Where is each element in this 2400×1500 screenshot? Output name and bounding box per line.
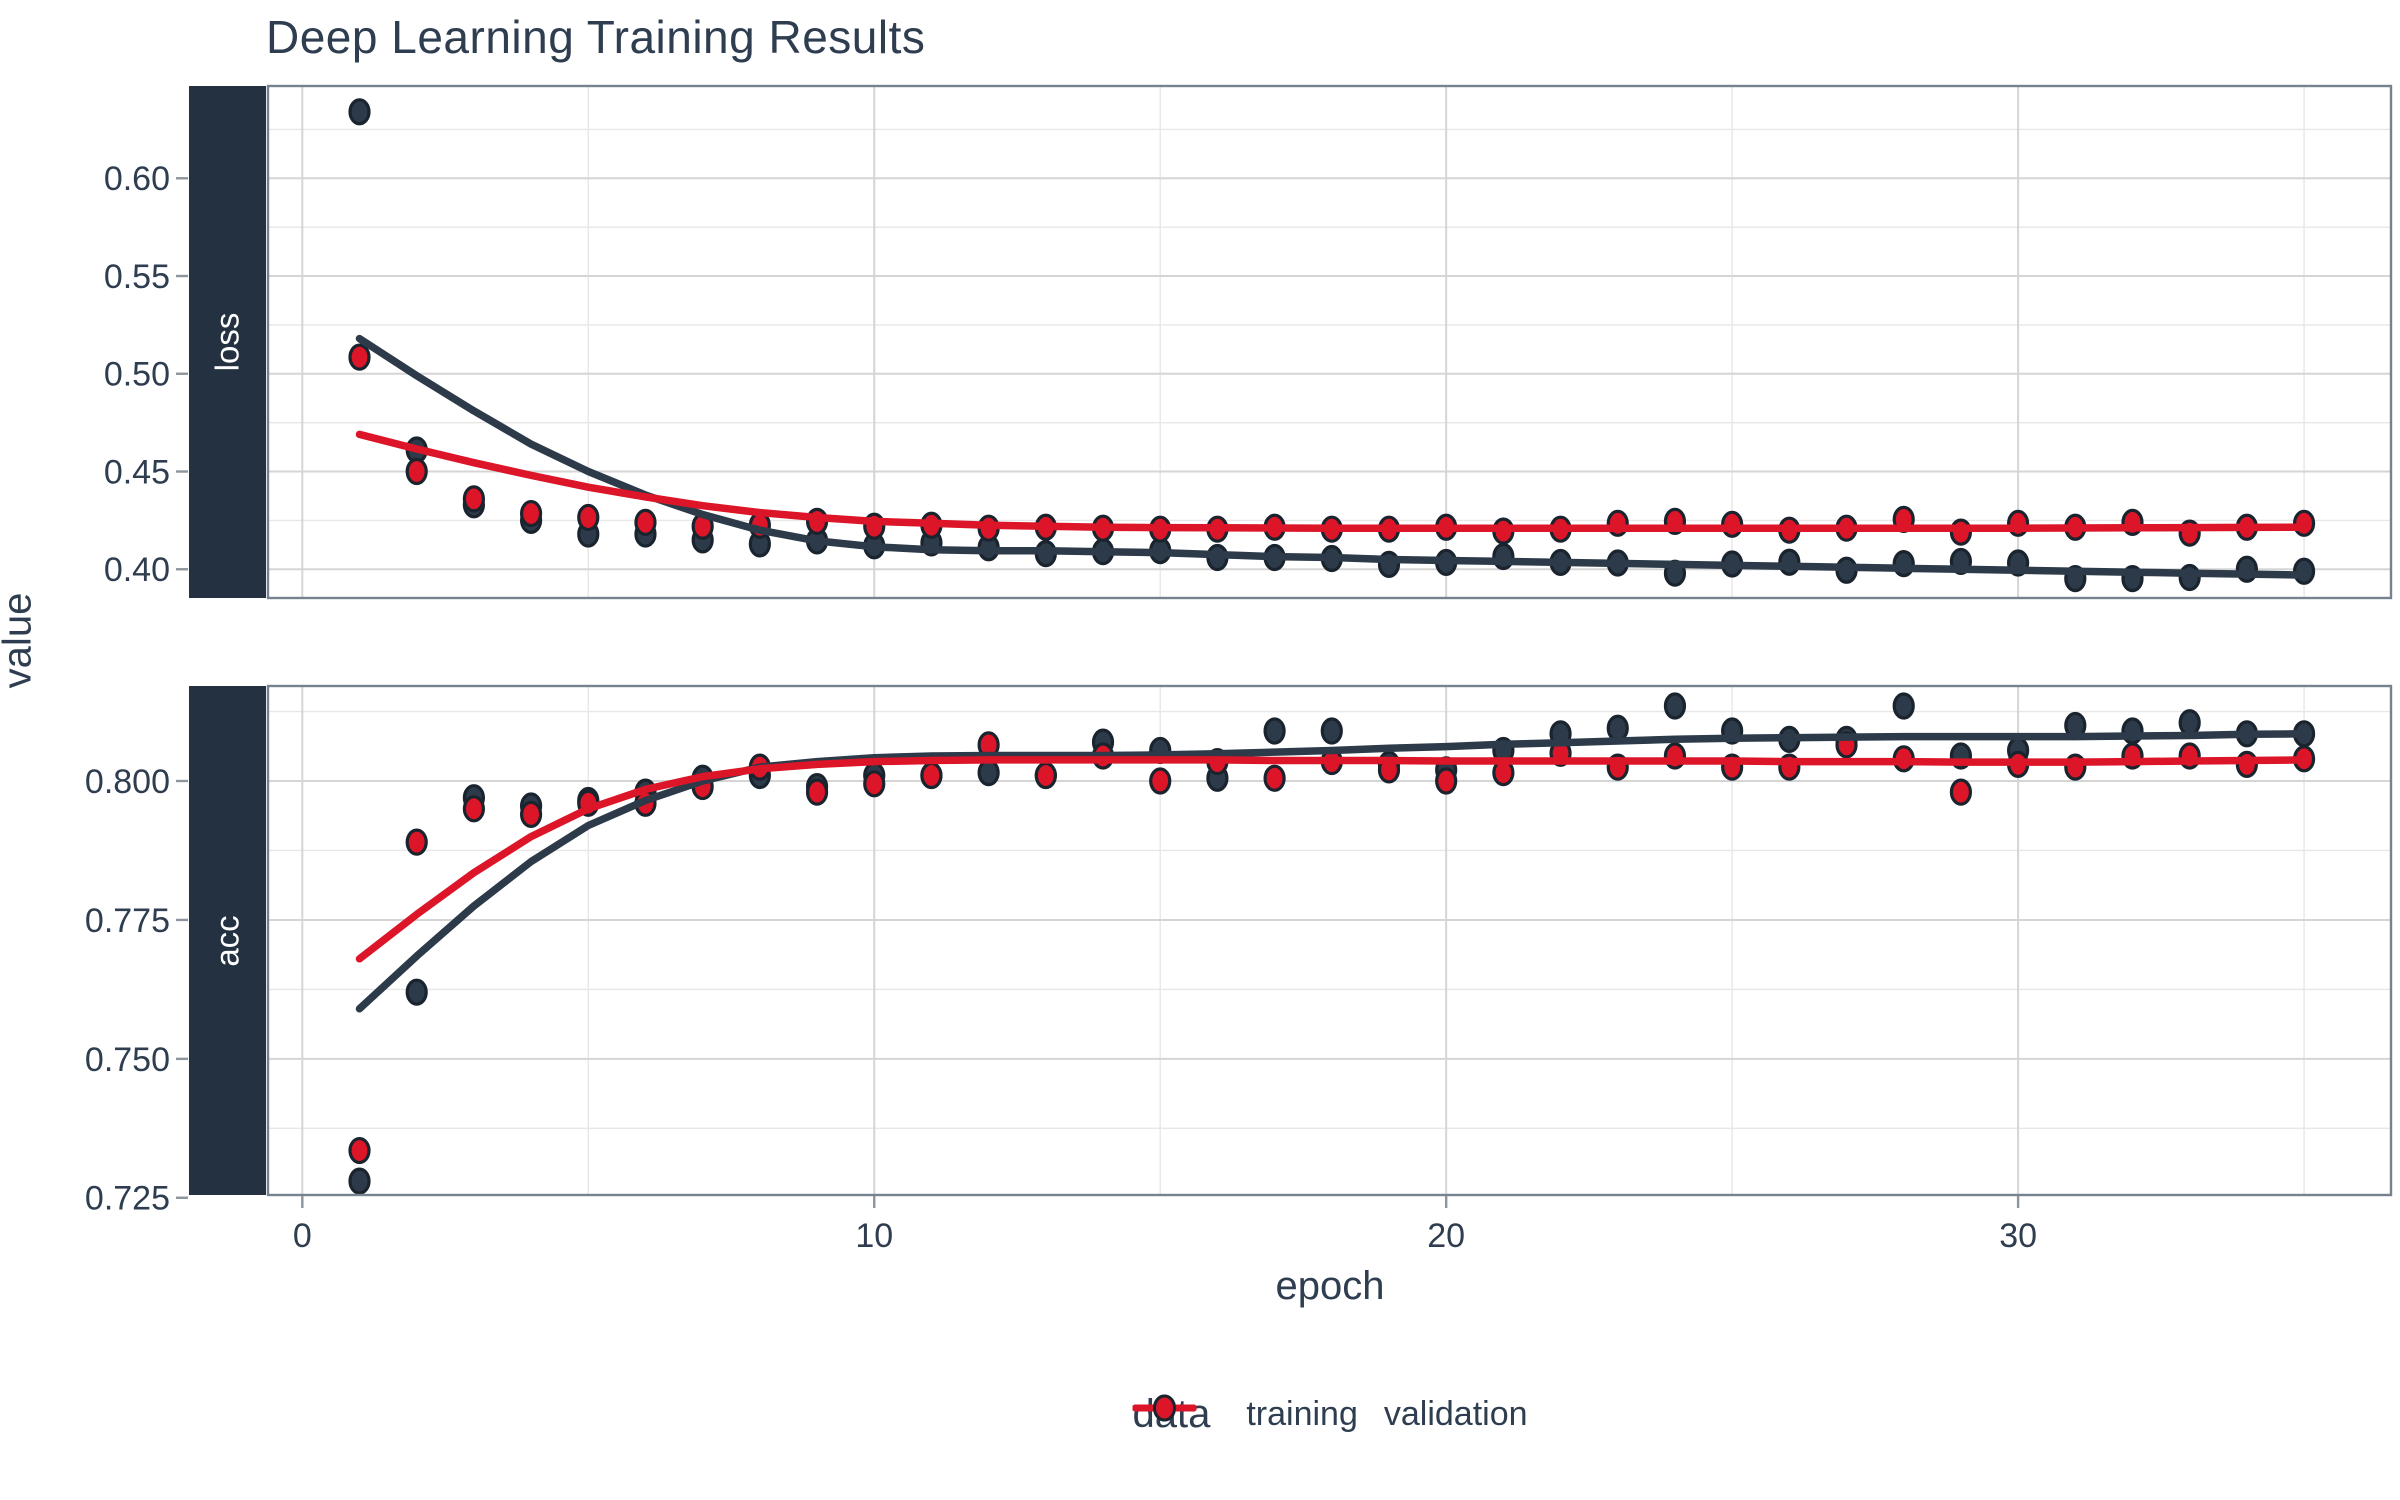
training-data-point xyxy=(2292,557,2316,585)
panel-background xyxy=(268,86,2391,598)
validation-data-point xyxy=(1721,510,1744,538)
validation-data-point xyxy=(405,457,428,486)
training-data-point xyxy=(1263,717,1286,745)
validation-data-point xyxy=(1949,518,1973,546)
y-tick-label: 0.750 xyxy=(85,1041,170,1079)
validation-data-point xyxy=(1949,778,1973,806)
validation-data-point xyxy=(462,795,485,823)
facet-strip-loss: loss xyxy=(189,86,266,598)
validation-key-icon xyxy=(1132,1394,1197,1422)
facet-strip-label: loss xyxy=(208,312,246,372)
legend-item-validation: validation xyxy=(1132,1394,1528,1434)
training-data-point xyxy=(1606,714,1629,742)
validation-data-point xyxy=(805,778,829,806)
training-data-point xyxy=(1663,692,1687,720)
x-tick-label: 10 xyxy=(855,1217,893,1255)
validation-data-point xyxy=(348,343,371,371)
validation-data-point xyxy=(1435,767,1458,795)
facet-strip-label: acc xyxy=(208,914,246,967)
y-tick-label: 0.45 xyxy=(104,453,170,491)
x-tick-label: 30 xyxy=(1999,1217,2037,1255)
x-tick-label: 20 xyxy=(1427,1217,1465,1255)
y-tick-label: 0.40 xyxy=(104,551,170,589)
training-data-point xyxy=(977,759,1000,787)
y-tick-label: 0.800 xyxy=(85,763,170,801)
validation-data-point xyxy=(1149,767,1172,795)
validation-trend-line xyxy=(355,756,2308,963)
x-axis-title: epoch xyxy=(1275,1264,1385,1308)
validation-data-point xyxy=(2235,750,2258,778)
training-data-point xyxy=(1320,717,1343,745)
panel-border xyxy=(266,84,2393,600)
training-data-point xyxy=(1778,548,1801,576)
training-data-point xyxy=(1892,692,1915,720)
validation-data-point xyxy=(863,770,886,798)
validation-trend-line xyxy=(355,430,2308,532)
legend-item-label: validation xyxy=(1383,1395,1528,1433)
legend-item-label: training xyxy=(1246,1395,1358,1433)
validation-data-point xyxy=(405,828,428,856)
validation-data-point xyxy=(462,485,485,513)
y-axis-title: value xyxy=(0,592,40,689)
validation-data-point xyxy=(1263,764,1286,792)
training-data-point xyxy=(2178,709,2201,737)
validation-data-point xyxy=(348,1136,371,1165)
y-tick-label: 0.60 xyxy=(104,160,170,198)
training-trend-line xyxy=(355,730,2308,1013)
training-data-point xyxy=(348,98,371,126)
y-tick-label: 0.50 xyxy=(104,356,170,394)
page-title: Deep Learning Training Results xyxy=(266,11,926,63)
validation-data-point xyxy=(1034,761,1057,790)
training-data-point xyxy=(2178,563,2201,592)
validation-data-point xyxy=(519,800,543,828)
legend: data training validation xyxy=(1132,1392,1528,1437)
y-tick-label: 0.725 xyxy=(85,1180,170,1218)
validation-data-point xyxy=(2292,509,2316,537)
legend-item-training: training xyxy=(1132,1394,1358,1434)
training-trend-line xyxy=(355,334,2308,579)
validation-data-point xyxy=(519,499,543,528)
x-tick-label: 0 xyxy=(293,1217,312,1255)
data-layer xyxy=(348,692,2316,1195)
facet-strip-acc: acc xyxy=(189,686,266,1195)
training-data-point xyxy=(348,1167,371,1195)
training-data-point xyxy=(405,978,428,1006)
y-tick-label: 0.55 xyxy=(104,258,170,296)
data-layer xyxy=(348,98,2316,593)
validation-data-point xyxy=(920,761,943,790)
validation-data-point xyxy=(634,508,657,536)
panel-border xyxy=(266,684,2393,1197)
y-tick-label: 0.775 xyxy=(85,902,170,940)
validation-data-point xyxy=(577,503,600,532)
